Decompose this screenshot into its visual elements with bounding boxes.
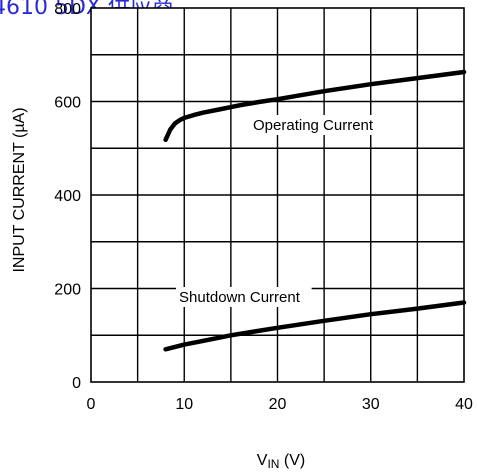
shutdown-current-line [163, 300, 467, 352]
x-tick-label: 10 [175, 396, 193, 413]
y-tick-label: 800 [54, 1, 81, 18]
plot-frame [90, 7, 465, 383]
series-labels: Operating Current Shutdown Current [176, 115, 394, 307]
y-tick-labels: 0 200 400 600 800 [54, 1, 81, 392]
x-axis-label: VIN (V) [257, 452, 305, 471]
grid [91, 8, 464, 382]
x-tick-label: 20 [269, 396, 287, 413]
x-axis-label-unit: (V) [279, 452, 305, 469]
x-tick-label: 30 [362, 396, 380, 413]
series-lines [163, 69, 467, 352]
x-tick-label: 0 [87, 396, 96, 413]
x-axis-label-sub: IN [267, 457, 279, 471]
y-tick-label: 200 [54, 282, 81, 299]
y-tick-label: 400 [54, 188, 81, 205]
shutdown-current-label-bg [176, 287, 312, 307]
shutdown-current-label: Shutdown Current [179, 289, 301, 306]
x-axis-label-main: V [257, 452, 268, 469]
y-tick-label: 600 [54, 95, 81, 112]
operating-current-label-bg [250, 115, 394, 135]
operating-current-label: Operating Current [253, 117, 374, 134]
y-axis-label: INPUT CURRENT (µA) [11, 107, 28, 272]
operating-current-line [163, 69, 467, 143]
y-tick-label: 0 [72, 375, 81, 392]
x-tick-labels: 0 10 20 30 40 [87, 396, 473, 413]
x-tick-label: 40 [455, 396, 473, 413]
